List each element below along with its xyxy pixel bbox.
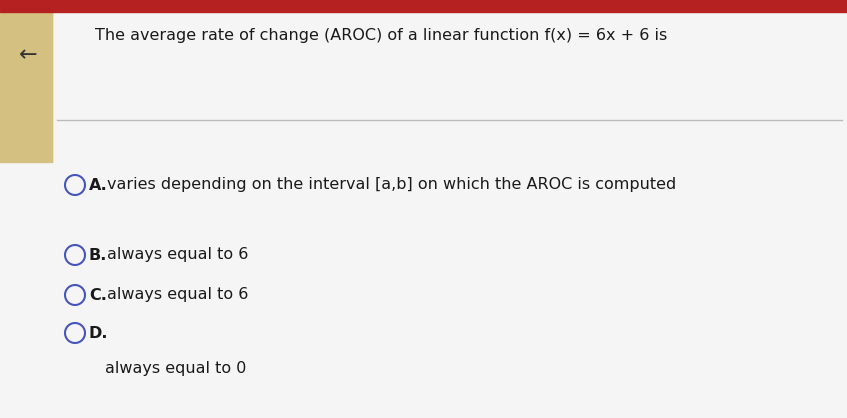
Text: ←: ←: [19, 45, 37, 65]
Text: A.: A.: [89, 178, 108, 193]
Text: D.: D.: [89, 326, 108, 341]
Text: varies depending on the interval [a,b] on which the AROC is computed: varies depending on the interval [a,b] o…: [107, 178, 676, 193]
Text: always equal to 6: always equal to 6: [107, 247, 248, 263]
Bar: [0, 162, 52, 418]
Text: always equal to 6: always equal to 6: [107, 288, 248, 303]
Text: C.: C.: [89, 288, 107, 303]
Bar: [0, 12, 52, 162]
Bar: [0, 0, 52, 418]
Bar: [0, 0, 847, 12]
Text: The average rate of change (AROC) of a linear function f(x) = 6x + 6 is: The average rate of change (AROC) of a l…: [95, 28, 667, 43]
Bar: [0, 12, 52, 162]
Text: always equal to 0: always equal to 0: [105, 360, 246, 375]
Text: B.: B.: [89, 247, 108, 263]
